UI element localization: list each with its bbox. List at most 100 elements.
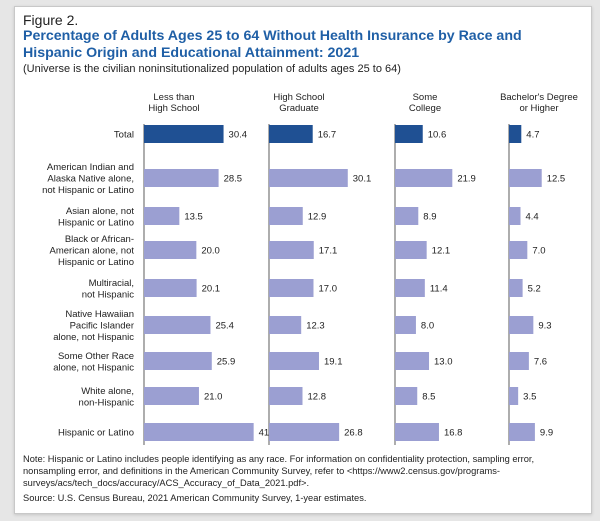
category-label-5-line-2: alone, not Hispanic: [53, 332, 134, 343]
category-label-5-line-1: Pacific Islander: [70, 321, 134, 332]
data-label-3-3: 7.0: [532, 246, 545, 257]
data-label-0-6: 25.9: [217, 357, 236, 368]
category-label-6-line-1: alone, not Hispanic: [53, 362, 134, 373]
data-label-2-2: 8.9: [423, 212, 436, 223]
data-label-2-6: 13.0: [434, 357, 453, 368]
bar-1-6: [269, 352, 319, 370]
bar-2-2: [395, 207, 419, 225]
data-label-1-3: 17.1: [319, 246, 338, 257]
bar-0-1: [144, 169, 219, 187]
data-label-2-0: 10.6: [428, 130, 447, 141]
data-label-1-4: 17.0: [318, 284, 337, 295]
category-label-1-line-2: not Hispanic or Latino: [42, 185, 134, 196]
data-label-3-5: 9.3: [538, 321, 551, 332]
bar-1-0: [269, 125, 313, 143]
bar-0-7: [144, 387, 199, 405]
data-label-0-2: 13.5: [184, 212, 203, 223]
category-label-4-line-1: not Hispanic: [82, 289, 135, 300]
bar-1-3: [269, 241, 314, 259]
panel-header-3-line-1: or Higher: [519, 103, 558, 114]
category-label-8-line-0: Hispanic or Latino: [58, 428, 134, 439]
panel-header-2-line-1: College: [409, 103, 441, 114]
bar-3-6: [509, 352, 529, 370]
bar-1-4: [269, 279, 314, 297]
bar-3-8: [509, 423, 535, 441]
bar-2-0: [395, 125, 423, 143]
bar-1-1: [269, 169, 348, 187]
bar-2-5: [395, 316, 416, 334]
data-label-2-1: 21.9: [457, 174, 476, 185]
category-label-1-line-0: American Indian and: [47, 162, 134, 173]
data-label-1-6: 19.1: [324, 357, 343, 368]
bar-2-7: [395, 387, 418, 405]
footnote: Note: Hispanic or Latino includes people…: [23, 454, 535, 488]
data-label-0-1: 28.5: [224, 174, 243, 185]
bar-0-3: [144, 241, 197, 259]
data-label-3-8: 9.9: [540, 428, 553, 439]
panel-header-1-line-0: High School: [273, 92, 324, 103]
data-label-0-5: 25.4: [215, 321, 234, 332]
bar-2-1: [395, 169, 453, 187]
bar-2-8: [395, 423, 439, 441]
category-label-1-line-1: Alaska Native alone,: [47, 174, 134, 185]
bar-1-7: [269, 387, 303, 405]
data-label-2-8: 16.8: [444, 428, 463, 439]
category-label-3-line-2: Hispanic or Latino: [58, 257, 134, 268]
bar-3-1: [509, 169, 542, 187]
data-label-3-6: 7.6: [534, 357, 547, 368]
bar-3-7: [509, 387, 519, 405]
data-label-1-8: 26.8: [344, 428, 363, 439]
category-label-6-line-0: Some Other Race: [58, 351, 134, 362]
bar-3-5: [509, 316, 534, 334]
panel-header-2-line-0: Some: [413, 92, 438, 103]
bar-0-4: [144, 279, 197, 297]
data-label-0-4: 20.1: [202, 284, 221, 295]
category-label-4-line-0: Multiracial,: [89, 278, 134, 289]
data-label-3-4: 5.2: [528, 284, 541, 295]
data-label-2-7: 8.5: [422, 392, 435, 403]
data-label-0-8: 41.9: [259, 428, 278, 439]
data-label-1-5: 12.3: [306, 321, 325, 332]
panel-header-0-line-0: Less than: [153, 92, 194, 103]
bar-0-2: [144, 207, 180, 225]
category-label-7-line-0: White alone,: [81, 386, 134, 397]
data-label-1-0: 16.7: [318, 130, 337, 141]
data-label-1-2: 12.9: [308, 212, 327, 223]
data-label-2-5: 8.0: [421, 321, 434, 332]
data-label-3-7: 3.5: [523, 392, 536, 403]
data-label-3-0: 4.7: [526, 130, 539, 141]
data-label-3-2: 4.4: [526, 212, 539, 223]
chart-subtitle: (Universe is the civilian noninsitutiona…: [23, 63, 401, 75]
bar-2-4: [395, 279, 425, 297]
bar-3-4: [509, 279, 523, 297]
bar-1-8: [269, 423, 340, 441]
bar-3-2: [509, 207, 521, 225]
bar-0-8: [144, 423, 254, 441]
category-label-0-line-0: Total: [114, 130, 134, 141]
category-label-2-line-0: Asian alone, not: [66, 206, 134, 217]
panel-header-1-line-1: Graduate: [279, 103, 319, 114]
category-label-2-line-1: Hispanic or Latino: [58, 217, 134, 228]
data-label-0-3: 20.0: [201, 246, 220, 257]
data-label-0-0: 30.4: [229, 130, 248, 141]
bar-3-0: [509, 125, 522, 143]
panel-header-0-line-1: High School: [148, 103, 199, 114]
bar-0-6: [144, 352, 212, 370]
category-label-3-line-0: Black or African-: [65, 234, 134, 245]
category-label-7-line-1: non-Hispanic: [79, 397, 135, 408]
data-label-1-1: 30.1: [353, 174, 372, 185]
bar-1-2: [269, 207, 303, 225]
bar-0-0: [144, 125, 224, 143]
bar-3-3: [509, 241, 528, 259]
data-label-3-1: 12.5: [547, 174, 566, 185]
data-label-0-7: 21.0: [204, 392, 223, 403]
bar-2-3: [395, 241, 427, 259]
category-label-5-line-0: Native Hawaiian: [65, 309, 134, 320]
category-label-3-line-1: American alone, not: [50, 246, 135, 257]
data-label-2-4: 11.4: [430, 284, 448, 295]
panel-header-3-line-0: Bachelor's Degree: [500, 92, 578, 103]
bar-2-6: [395, 352, 430, 370]
figure-card: Figure 2. Percentage of Adults Ages 25 t…: [14, 6, 592, 514]
data-label-1-7: 12.8: [307, 392, 326, 403]
